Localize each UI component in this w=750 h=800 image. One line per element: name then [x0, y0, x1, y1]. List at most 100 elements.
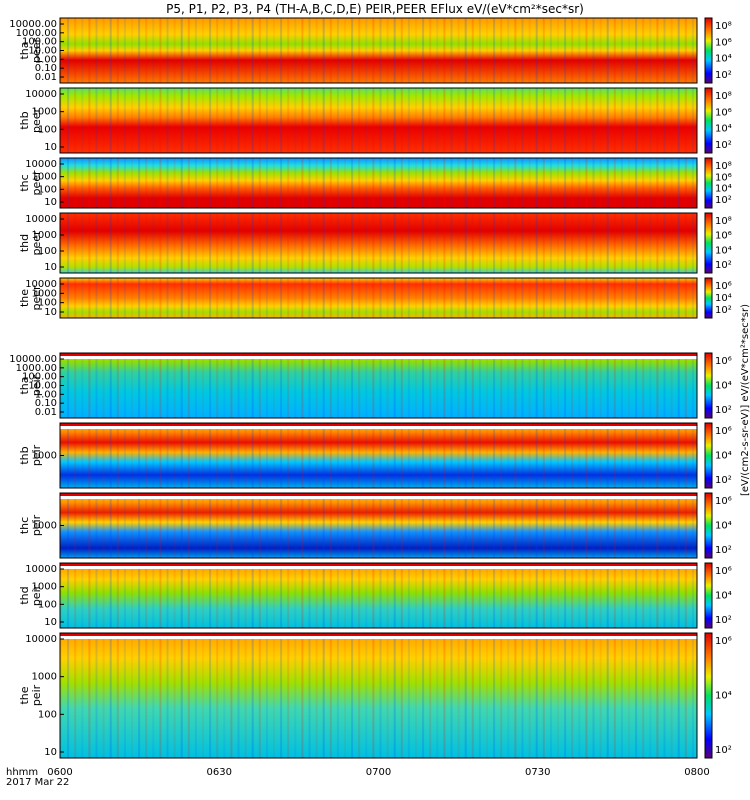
- x-tick-label: 0630: [206, 767, 232, 778]
- colorbar: [704, 87, 713, 154]
- x-tick-label: 0600: [47, 767, 73, 778]
- colorbar: [704, 212, 713, 274]
- colorbar: [704, 277, 713, 319]
- colorbar-tick-label: 10⁴: [715, 521, 732, 532]
- colorbar-tick-label: 10⁶: [715, 496, 732, 507]
- colorbar: [704, 157, 713, 209]
- panel-instrument-label: peer: [30, 170, 43, 196]
- colorbar-tick-label: 10⁴: [715, 381, 732, 392]
- y-tick-label: 1000: [32, 451, 57, 462]
- y-tick-label: 1000: [32, 521, 57, 532]
- colorbar: [704, 492, 713, 559]
- y-tick-label: 0.01: [35, 72, 57, 83]
- y-tick-label: 1.00: [35, 54, 57, 65]
- panel-instrument-label: peer: [30, 285, 43, 311]
- colorbar-tick-label: 10⁶: [715, 37, 732, 48]
- y-tick-label: 10000: [25, 89, 57, 100]
- panel-instrument-label: peer: [30, 108, 43, 134]
- colorbar-tick-label: 10⁶: [715, 172, 732, 183]
- y-tick-label: 100.00: [22, 372, 57, 383]
- colorbar-units-label: [eV/(cm2-s-sr-eV)] eV/(eV*cm²*sec*sr): [740, 303, 750, 497]
- y-tick-label: 100: [38, 124, 57, 135]
- gap-bar: [60, 633, 697, 636]
- y-tick-label: 10.00: [28, 46, 57, 57]
- spectrogram-panel-thb-peir: [60, 423, 697, 488]
- gap-bar: [60, 353, 697, 356]
- y-tick-label: 10.00: [28, 381, 57, 392]
- y-tick-label: 10: [44, 747, 57, 758]
- panel-probe-label: thb: [18, 446, 31, 464]
- y-tick-label: 1000: [32, 288, 57, 299]
- y-tick-label: 100: [38, 298, 57, 309]
- colorbar: [704, 632, 713, 759]
- colorbar: [704, 562, 713, 629]
- colorbar-tick-label: 10⁶: [715, 107, 732, 118]
- y-tick-label: 100: [38, 599, 57, 610]
- panel-frame: [59, 632, 698, 759]
- colorbar-tick-label: 10²: [715, 545, 732, 556]
- colorbar-tick-label: 10⁴: [715, 54, 732, 65]
- spectrogram-panel-thd-peir: [60, 563, 697, 628]
- y-tick-label: 10000: [25, 214, 57, 225]
- panel-instrument-label: peir: [30, 444, 43, 466]
- y-tick-label: 100: [38, 246, 57, 257]
- colorbar-tick-label: 10²: [715, 195, 732, 206]
- panel-instrument-label: peir: [30, 584, 43, 606]
- panel-probe-label: the: [18, 686, 31, 704]
- x-axis-format-label: hhmm: [6, 767, 39, 778]
- panel-probe-label: thb: [18, 111, 31, 129]
- colorbar-tick-label: 10⁴: [715, 451, 732, 462]
- y-tick-label: 10000: [25, 159, 57, 170]
- colorbar-tick-label: 10⁶: [715, 636, 732, 647]
- colorbar-tick-label: 10⁴: [715, 124, 732, 135]
- gap-bar: [60, 636, 697, 639]
- colorbar-tick-label: 10⁴: [715, 591, 732, 602]
- colorbar-tick-label: 10⁶: [715, 566, 732, 577]
- spectrogram-panel-thb-peer: [60, 88, 697, 153]
- colorbar-tick-label: 10⁶: [715, 426, 732, 437]
- spectrogram-panel-tha-peir: [60, 353, 697, 418]
- gap-bar: [60, 566, 697, 569]
- y-tick-label: 1000: [32, 672, 57, 683]
- y-tick-label: 0.01: [35, 407, 57, 418]
- panel-probe-label: tha: [18, 41, 31, 59]
- colorbar-tick-label: 10⁸: [715, 91, 732, 102]
- y-tick-label: 1000: [32, 172, 57, 183]
- panel-probe-label: the: [18, 289, 31, 307]
- x-tick-label: 0800: [684, 767, 710, 778]
- y-tick-label: 10000: [25, 279, 57, 290]
- colorbar-tick-label: 10²: [715, 405, 732, 416]
- y-tick-label: 100.00: [22, 37, 57, 48]
- panel-instrument-label: peir: [30, 514, 43, 536]
- y-tick-label: 1.00: [35, 389, 57, 400]
- colorbar-tick-label: 10²: [715, 615, 732, 626]
- panel-probe-label: thc: [18, 517, 31, 534]
- panel-probe-label: tha: [18, 376, 31, 394]
- y-tick-label: 0.10: [35, 398, 57, 409]
- colorbar-tick-label: 10²: [715, 475, 732, 486]
- colorbar-tick-label: 10²: [715, 305, 732, 316]
- y-tick-label: 10000: [25, 564, 57, 575]
- gap-bar: [60, 426, 697, 429]
- colorbar-tick-label: 10⁴: [715, 184, 732, 195]
- y-tick-label: 1000.00: [16, 363, 57, 374]
- spectrogram-panel-the-peir: [60, 633, 697, 758]
- colorbar-tick-label: 10⁶: [715, 281, 732, 292]
- panel-frame: [59, 212, 698, 274]
- x-tick-label: 0730: [525, 767, 551, 778]
- y-tick-label: 10000.00: [9, 354, 57, 365]
- colorbar-tick-label: 10⁸: [715, 21, 732, 32]
- colorbar-tick-label: 10⁴: [715, 245, 732, 256]
- y-tick-label: 10: [44, 307, 57, 318]
- gap-bar: [60, 423, 697, 426]
- y-tick-label: 10: [44, 617, 57, 628]
- panel-instrument-label: peir: [30, 684, 43, 706]
- gap-bar: [60, 563, 697, 566]
- panel-instrument-label: peer: [30, 38, 43, 64]
- gap-bar: [60, 356, 697, 359]
- colorbar: [704, 352, 713, 419]
- colorbar-tick-label: 10²: [715, 260, 732, 271]
- y-tick-label: 0.10: [35, 63, 57, 74]
- colorbar: [704, 422, 713, 489]
